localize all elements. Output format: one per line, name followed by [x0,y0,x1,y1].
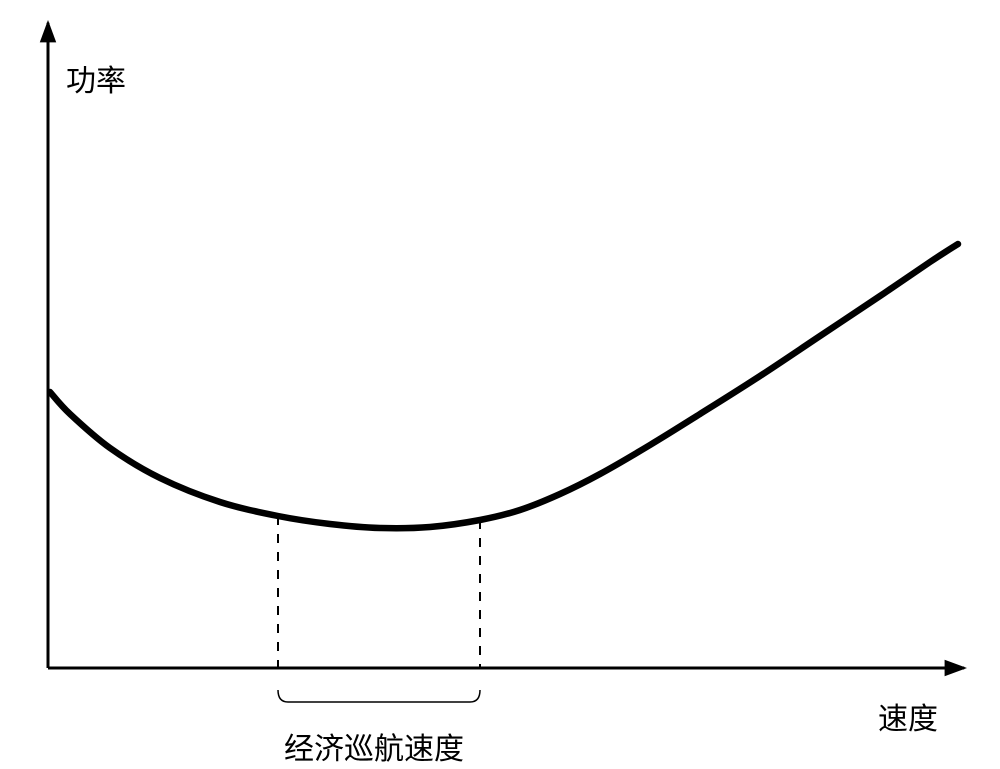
chart-canvas [0,0,1000,769]
x-axis-label: 速度 [878,694,938,738]
power-vs-speed-chart: 功率 速度 经济巡航速度 [0,0,1000,769]
y-axis-label: 功率 [66,56,126,100]
economic-cruise-speed-label: 经济巡航速度 [284,724,464,768]
